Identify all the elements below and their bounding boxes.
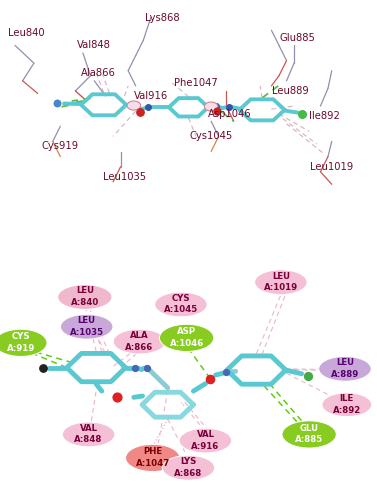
Circle shape [127, 101, 141, 110]
Text: Lys868: Lys868 [145, 12, 179, 22]
Ellipse shape [254, 270, 307, 294]
Text: A:1019: A:1019 [264, 283, 298, 292]
Text: A:919: A:919 [7, 344, 35, 353]
Text: Ala866: Ala866 [81, 68, 115, 78]
Ellipse shape [62, 422, 115, 447]
Ellipse shape [155, 292, 207, 317]
Text: Leu840: Leu840 [8, 28, 45, 38]
Text: Val848: Val848 [77, 40, 111, 50]
Text: CYS: CYS [172, 294, 190, 303]
Text: CYS: CYS [11, 332, 30, 341]
Point [305, 372, 311, 380]
Ellipse shape [159, 324, 214, 351]
Point [54, 99, 60, 107]
Point [207, 375, 213, 383]
Text: ASP: ASP [177, 327, 196, 336]
Text: LEU: LEU [76, 286, 94, 296]
Text: VAL: VAL [196, 430, 215, 439]
Ellipse shape [60, 314, 113, 339]
Ellipse shape [179, 428, 232, 453]
Text: Cys919: Cys919 [42, 142, 79, 152]
Point [132, 364, 138, 372]
Point [226, 102, 232, 110]
Point [299, 110, 305, 118]
Text: ILE: ILE [340, 394, 354, 403]
Text: Val916: Val916 [134, 91, 168, 101]
Ellipse shape [162, 456, 215, 480]
Text: A:840: A:840 [71, 298, 99, 307]
Text: LEU: LEU [272, 272, 290, 280]
Ellipse shape [58, 284, 112, 310]
Ellipse shape [126, 444, 180, 471]
Text: Cys1045: Cys1045 [190, 132, 233, 141]
Point [137, 108, 143, 116]
Text: A:889: A:889 [331, 370, 359, 379]
Ellipse shape [282, 421, 336, 448]
Text: PHE: PHE [143, 447, 162, 456]
Point [144, 364, 150, 372]
Text: LYS: LYS [180, 457, 197, 466]
Ellipse shape [322, 393, 372, 416]
Text: A:1045: A:1045 [164, 306, 198, 314]
Circle shape [204, 102, 218, 111]
Text: A:868: A:868 [175, 469, 202, 478]
Text: Glu885: Glu885 [280, 33, 316, 43]
Text: Phe1047: Phe1047 [174, 78, 218, 88]
Text: Leu889: Leu889 [272, 86, 309, 96]
Text: A:892: A:892 [333, 406, 361, 414]
Text: Leu1019: Leu1019 [310, 162, 353, 172]
Ellipse shape [0, 329, 47, 356]
Text: A:885: A:885 [295, 436, 323, 444]
Text: A:1035: A:1035 [70, 328, 104, 336]
Point [40, 364, 46, 372]
Text: A:1046: A:1046 [170, 339, 204, 348]
Text: LEU: LEU [78, 316, 96, 325]
Text: Ile892: Ile892 [309, 111, 340, 121]
Text: GLU: GLU [300, 424, 319, 432]
Text: Leu1035: Leu1035 [103, 172, 146, 182]
Point [223, 368, 229, 376]
Text: Asp1046: Asp1046 [208, 108, 252, 118]
Ellipse shape [113, 329, 166, 354]
Point [133, 102, 139, 110]
Point [213, 102, 219, 110]
Point [214, 107, 220, 115]
Text: A:866: A:866 [126, 342, 153, 351]
Text: A:1047: A:1047 [135, 459, 170, 468]
Text: ALA: ALA [130, 331, 149, 340]
Text: A:916: A:916 [192, 442, 219, 450]
Text: A:848: A:848 [74, 436, 103, 444]
Ellipse shape [319, 356, 371, 381]
Text: LEU: LEU [336, 358, 354, 367]
Text: VAL: VAL [80, 424, 98, 432]
Point [145, 104, 151, 112]
Point [114, 394, 120, 402]
